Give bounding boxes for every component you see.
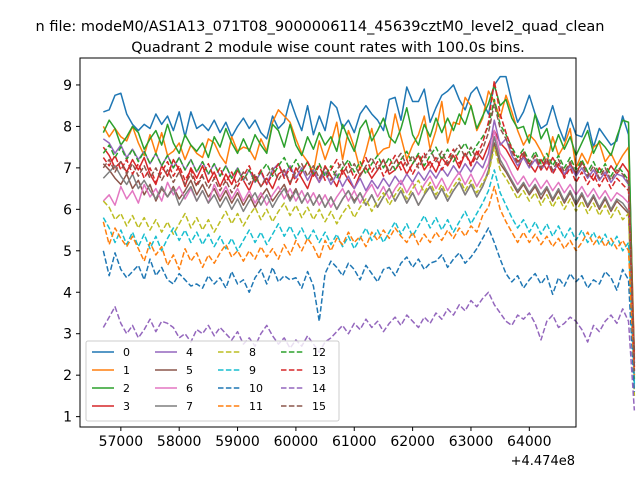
series-line-3 (102, 129, 636, 359)
x-tick-label: 59000 (215, 434, 260, 450)
x-tick-label: 61000 (332, 434, 377, 450)
y-tick-label: 2 (63, 368, 72, 384)
legend-label-14: 14 (312, 382, 326, 395)
x-axis: 57000 58000 59000 60000 61000 62000 63000 64000 (99, 427, 552, 450)
x-tick-label: 63000 (449, 434, 494, 450)
chart-title: Quadrant 2 module wise count rates with … (131, 40, 525, 56)
y-tick-label: 1 (63, 410, 72, 426)
series-line-11 (102, 185, 636, 376)
x-tick-label: 58000 (157, 434, 202, 450)
series-line-9 (102, 169, 636, 384)
series-line-14 (102, 291, 636, 411)
y-tick-label: 8 (63, 119, 72, 135)
legend-label-6: 6 (186, 382, 193, 395)
legend-label-13: 13 (312, 364, 326, 377)
legend-label-3: 3 (123, 400, 130, 413)
legend-label-11: 11 (249, 400, 263, 413)
legend-label-5: 5 (186, 364, 193, 377)
legend-label-4: 4 (186, 346, 193, 359)
series-line-7 (102, 136, 636, 376)
x-tick-label: 64000 (507, 434, 552, 450)
legend-label-0: 0 (123, 346, 130, 359)
x-tick-label: 60000 (274, 434, 319, 450)
y-tick-label: 3 (63, 327, 72, 343)
y-tick-label: 7 (63, 161, 72, 177)
series-line-0 (103, 75, 636, 363)
legend-label-8: 8 (249, 346, 256, 359)
series-line-13 (102, 80, 636, 367)
legend-label-15: 15 (312, 400, 326, 413)
legend-label-10: 10 (249, 382, 263, 395)
legend-label-2: 2 (123, 382, 130, 395)
series-line-15 (102, 102, 636, 372)
series-line-8 (102, 146, 636, 396)
x-axis-offset-label: +4.474e8 (511, 454, 575, 469)
legend-label-12: 12 (312, 346, 326, 359)
figure-suptitle: n file: modeM0/AS1A13_071T08_9000006114_… (36, 19, 605, 35)
y-tick-label: 5 (63, 244, 72, 260)
y-tick-label: 4 (63, 285, 72, 301)
legend-label-9: 9 (249, 364, 256, 377)
y-axis: 1 2 3 4 5 6 7 8 9 (63, 78, 80, 426)
x-tick-label: 57000 (99, 434, 144, 450)
series-line-2 (102, 84, 636, 380)
legend-label-1: 1 (123, 364, 130, 377)
series-line-12 (102, 98, 636, 363)
legend-label-7: 7 (186, 400, 193, 413)
series-layer (102, 75, 636, 411)
y-tick-label: 9 (63, 78, 72, 94)
legend-frame (85, 340, 340, 422)
y-tick-label: 6 (63, 202, 72, 218)
axes-frame (79, 57, 577, 428)
x-tick-label: 62000 (390, 434, 435, 450)
series-line-10 (102, 227, 636, 392)
